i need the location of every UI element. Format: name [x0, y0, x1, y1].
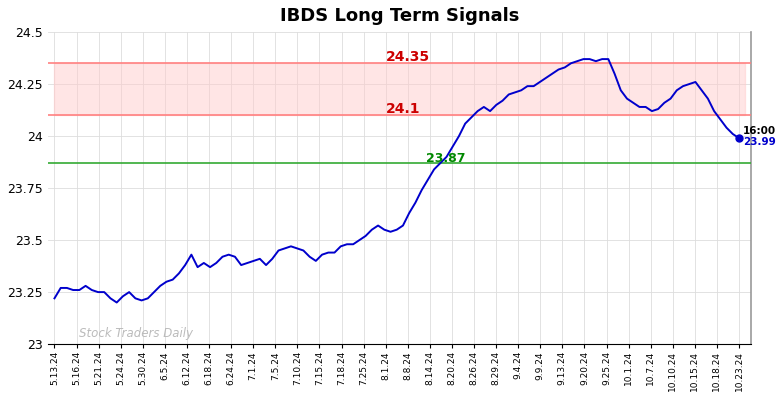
- Text: 24.35: 24.35: [386, 50, 430, 64]
- Text: 23.87: 23.87: [426, 152, 466, 165]
- Title: IBDS Long Term Signals: IBDS Long Term Signals: [280, 7, 520, 25]
- Text: 16:00: 16:00: [742, 126, 776, 136]
- Text: 23.99: 23.99: [742, 137, 775, 147]
- Text: 24.1: 24.1: [386, 101, 420, 115]
- Text: Stock Traders Daily: Stock Traders Daily: [79, 327, 194, 340]
